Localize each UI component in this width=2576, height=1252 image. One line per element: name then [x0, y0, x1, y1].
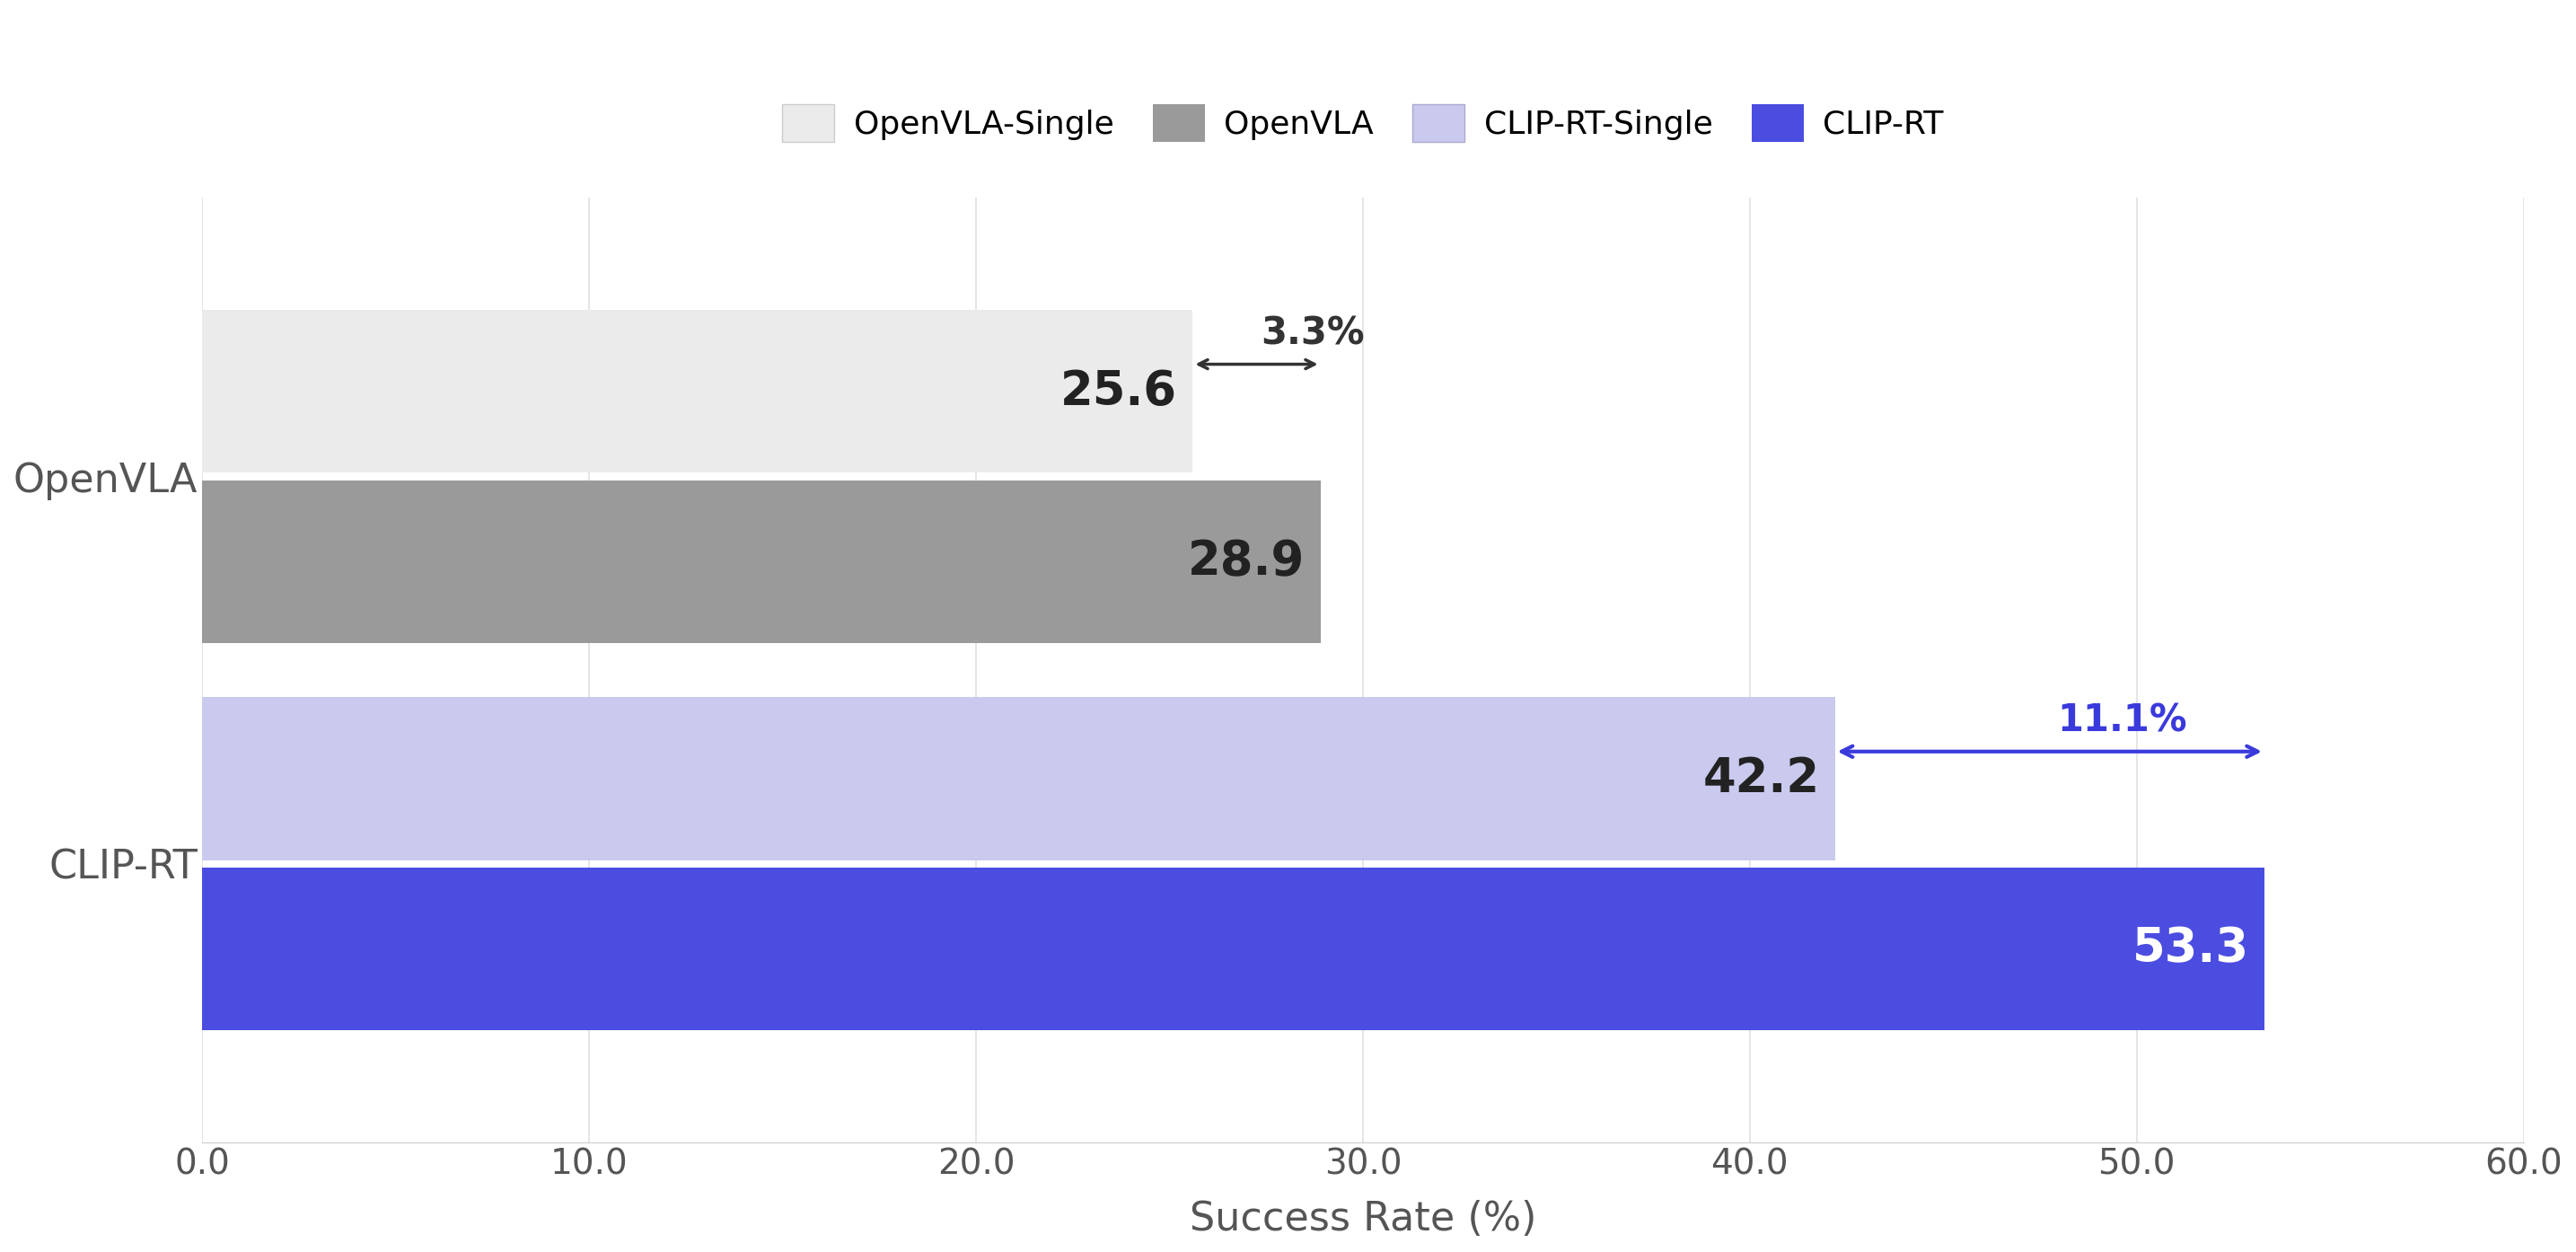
- Bar: [204, 697, 1834, 860]
- X-axis label: Success Rate (%): Success Rate (%): [1190, 1199, 1535, 1238]
- Text: 11.1%: 11.1%: [2058, 702, 2187, 740]
- Text: 25.6: 25.6: [1061, 368, 1177, 414]
- Text: 53.3: 53.3: [2133, 925, 2249, 973]
- Text: 3.3%: 3.3%: [1260, 316, 1365, 353]
- Legend: OpenVLA-Single, OpenVLA, CLIP-RT-Single, CLIP-RT: OpenVLA-Single, OpenVLA, CLIP-RT-Single,…: [770, 91, 1958, 154]
- Text: 28.9: 28.9: [1188, 538, 1306, 585]
- Text: 42.2: 42.2: [1703, 755, 1819, 803]
- Bar: [204, 481, 1321, 644]
- Bar: [204, 868, 2264, 1030]
- Bar: [204, 310, 1193, 473]
